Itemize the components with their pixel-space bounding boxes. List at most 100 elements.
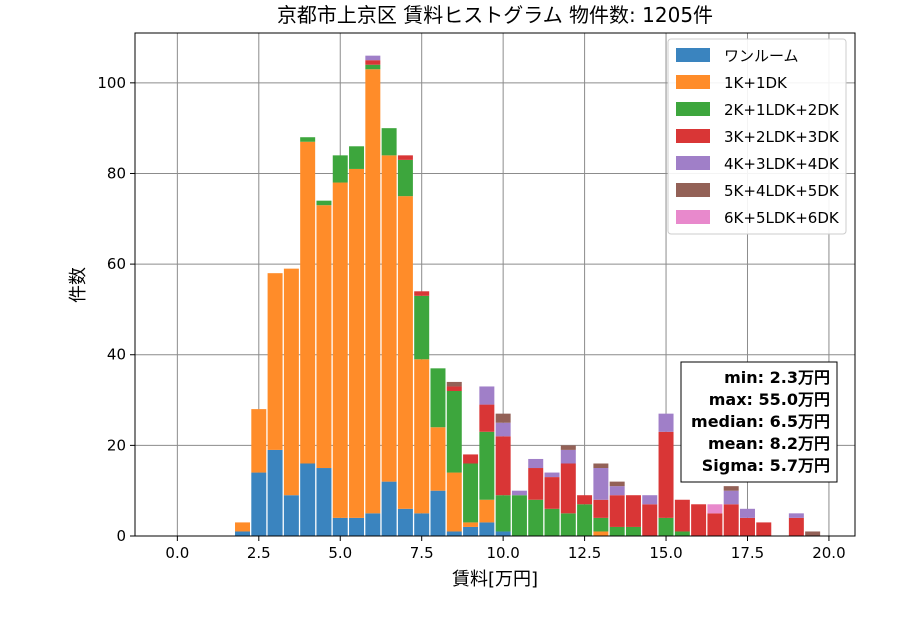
x-tick-label: 17.5 [731, 544, 764, 562]
y-tick-label: 40 [107, 346, 126, 364]
bar-segment [609, 486, 625, 496]
bar-segment [756, 522, 772, 536]
bar-segment [788, 517, 804, 536]
bar-segment [446, 531, 462, 536]
bar-segment [479, 499, 495, 523]
bar-segment [479, 386, 495, 405]
stats-line: min: 2.3万円 [724, 368, 830, 387]
y-axis-label: 件数 [68, 267, 89, 303]
bar-segment [723, 486, 739, 491]
bar-segment [495, 413, 511, 423]
bar-segment [316, 468, 332, 536]
bar-segment [365, 69, 381, 514]
x-tick-label: 0.0 [165, 544, 189, 562]
bar-segment [658, 431, 674, 518]
y-tick-label: 20 [107, 436, 126, 454]
bar-segment [593, 463, 609, 469]
bar-segment [365, 513, 381, 536]
x-axis-label: 賃料[万円] [452, 569, 538, 590]
legend-label: 4K+3LDK+4DK [724, 155, 840, 173]
x-tick-label: 10.0 [486, 544, 519, 562]
bar-segment [430, 490, 446, 536]
bar-segment [332, 182, 348, 518]
bar-segment [397, 155, 413, 160]
legend: ワンルーム 1K+1DK 2K+1LDK+2DK 3K+2LDK+3DK 4K+3LDK… [667, 38, 847, 235]
bar-segment [316, 200, 332, 206]
bar-segment [381, 128, 397, 156]
x-tick-label: 12.5 [568, 544, 601, 562]
bar-segment [316, 205, 332, 469]
bar-segment [365, 64, 381, 70]
x-tick-label: 15.0 [649, 544, 682, 562]
bar-segment [658, 413, 674, 432]
legend-swatch [676, 183, 710, 197]
stats-line: mean: 8.2万円 [708, 434, 830, 453]
bar-segment [560, 449, 576, 464]
bar-segment [609, 526, 625, 536]
legend-label: 3K+2LDK+3DK [724, 128, 840, 146]
stats-box: min: 2.3万円 max: 55.0万円 median: 6.5万円 mean: … [680, 361, 838, 483]
bar-segment [593, 468, 609, 500]
bar-segment [365, 55, 381, 61]
bar-segment [723, 504, 739, 536]
bar-segment [593, 517, 609, 532]
bar-segment [593, 531, 609, 536]
y-tick-label: 60 [107, 255, 126, 273]
bar-segment [414, 359, 430, 514]
bar-segment [739, 517, 755, 536]
bar-segment [397, 196, 413, 509]
legend-label: 1K+1DK [724, 74, 788, 92]
bar-segment [397, 508, 413, 536]
bar-segment [658, 517, 674, 536]
bar-segment [414, 291, 430, 296]
bar-segment [365, 60, 381, 65]
x-tick-label: 20.0 [812, 544, 845, 562]
stats-line: median: 6.5万円 [691, 412, 830, 431]
y-tick-label: 100 [97, 74, 126, 92]
stats-line: max: 55.0万円 [709, 390, 830, 409]
bar-segment [251, 472, 267, 536]
bar-segment [430, 368, 446, 428]
bar-segment [479, 404, 495, 432]
legend-label: 6K+5LDK+6DK [724, 209, 840, 227]
bar-segment [283, 268, 299, 496]
bar-segment [625, 495, 641, 527]
x-tick-label: 2.5 [247, 544, 271, 562]
bar-segment [463, 526, 479, 536]
bar-segment [479, 522, 495, 536]
bar-segment [235, 522, 251, 532]
bar-segment [463, 463, 479, 523]
bar-segment [495, 422, 511, 437]
bar-segment [707, 513, 723, 536]
bar-segment [609, 495, 625, 527]
bar-segment [397, 159, 413, 197]
bar-segment [300, 463, 316, 536]
stats-line: Sigma: 5.7万円 [702, 456, 830, 475]
legend-swatch [676, 75, 710, 89]
chart-title: 京都市上京区 賃料ヒストグラム 物件数: 1205件 [277, 3, 713, 27]
bar-segment [381, 481, 397, 536]
bar-segment [528, 458, 544, 469]
bar-segment [446, 472, 462, 532]
bar-segment [332, 517, 348, 536]
bar-segment [560, 463, 576, 514]
legend-swatch [676, 210, 710, 224]
bar-segment [495, 531, 511, 536]
plot-frame [134, 32, 856, 537]
y-tick-label: 0 [116, 527, 126, 545]
bar-segment [691, 504, 707, 536]
legend-label: 2K+1LDK+2DK [724, 101, 840, 119]
bar-segment [528, 499, 544, 536]
bar-segment [479, 431, 495, 500]
bar-segment [495, 495, 511, 532]
bar-segment [511, 495, 527, 536]
bar-segment [544, 472, 560, 478]
bar-segment [642, 495, 658, 505]
x-tick-label: 5.0 [328, 544, 352, 562]
bar-segment [577, 504, 593, 536]
bar-segment [463, 454, 479, 464]
x-tick-label: 7.5 [410, 544, 434, 562]
y-tick-label: 80 [107, 164, 126, 182]
bar-segment [528, 468, 544, 500]
